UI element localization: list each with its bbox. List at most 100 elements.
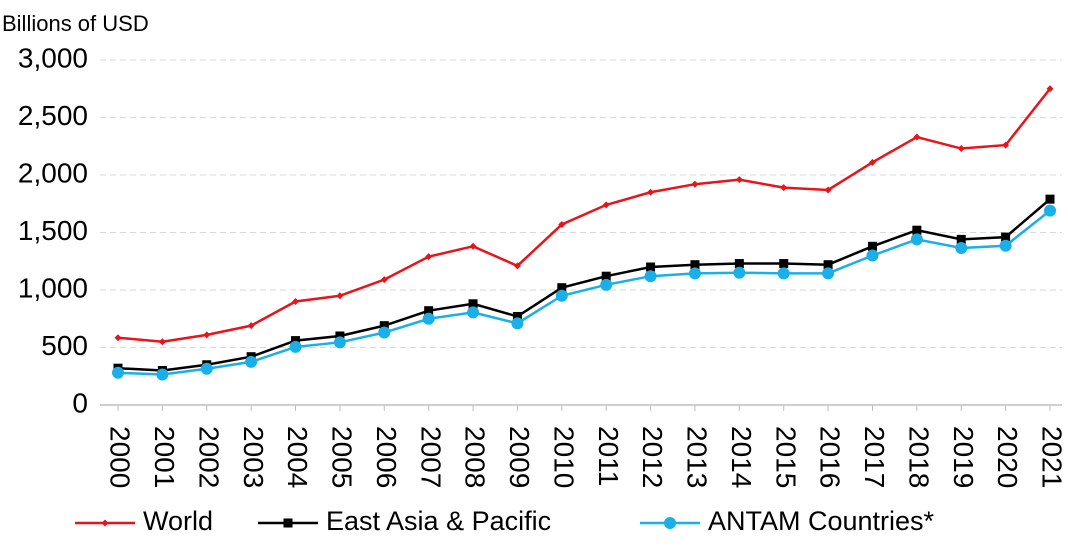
data-point [292,298,300,305]
legend-label: ANTAM Countries* [708,506,935,536]
legend-marker [283,518,293,528]
data-point [646,262,656,272]
data-point [512,311,522,321]
data-point [555,289,568,302]
data-point [999,239,1012,252]
x-tick-label: 2015 [770,426,801,488]
x-tick-label: 2014 [726,426,757,488]
data-point [112,366,124,379]
data-point [114,334,122,342]
x-tick-label: 2004 [282,426,313,488]
data-point [158,338,166,346]
data-point [335,331,345,341]
x-tick-label: 2000 [105,426,136,488]
data-point [378,326,391,339]
y-tick-label: 3,000 [18,42,88,73]
data-point [822,267,835,280]
x-tick-label: 2013 [682,426,713,488]
y-tick-label: 1,000 [18,272,88,303]
x-tick-label: 2019 [948,426,979,488]
x-tick-label: 2002 [193,426,224,488]
x-tick-label: 2009 [504,426,535,488]
x-tick-label: 2018 [903,426,934,488]
data-point [779,259,789,269]
x-tick-label: 2012 [637,426,668,488]
x-tick-label: 2007 [415,426,446,488]
y-tick-label: 1,500 [18,215,88,246]
x-tick-label: 2017 [859,426,890,488]
data-point [688,267,701,280]
y-tick-label: 0 [72,387,88,418]
x-tick-label: 2020 [992,426,1023,488]
x-tick-label: 2001 [149,426,180,488]
data-point [690,260,700,270]
data-point [867,241,877,251]
data-point [644,270,657,283]
data-point [910,233,923,246]
data-point [379,321,389,331]
data-point [289,340,302,353]
data-point [156,368,169,381]
data-point [1045,194,1055,204]
x-tick-label: 2005 [327,426,358,488]
x-tick-label: 2008 [460,426,491,488]
data-point [956,234,966,244]
x-tick-label: 2006 [371,426,402,488]
data-point [1002,141,1010,149]
data-point [955,242,968,255]
y-tick-label: 500 [41,330,88,361]
data-point [467,306,480,319]
data-point [380,276,388,284]
data-point [557,283,567,293]
legend-label: East Asia & Pacific [326,506,551,536]
data-point [336,292,344,300]
x-tick-label: 2010 [548,426,579,488]
data-point [913,133,921,141]
data-point [200,362,213,375]
data-point [601,271,611,281]
data-point [558,220,566,228]
data-point [1044,204,1056,217]
data-point [422,312,435,325]
series-line [117,209,1051,376]
series-line [117,87,1051,344]
data-point [957,145,965,153]
data-point [291,336,301,346]
data-point [468,299,478,309]
x-tick-label: 2016 [815,426,846,488]
legend-marker [664,517,676,529]
data-point [469,242,477,250]
y-axis-label: Billions of USD [2,11,149,36]
x-tick-label: 2003 [238,426,269,488]
data-point [734,259,744,269]
data-point [1046,85,1054,93]
data-point [511,317,524,330]
data-point [203,331,211,339]
data-point [602,201,610,209]
data-point [647,188,655,196]
data-point [1001,232,1011,242]
data-point [247,322,255,330]
data-point [513,262,521,270]
data-point [691,180,699,188]
legend-label: World [143,506,213,536]
data-point [824,186,832,194]
x-tick-label: 2021 [1037,426,1068,488]
data-point [735,176,743,184]
data-point [245,355,258,368]
y-tick-label: 2,000 [18,157,88,188]
data-point [780,184,788,192]
x-tick-label: 2011 [593,426,624,486]
data-point [777,267,790,280]
y-tick-label: 2,500 [18,100,88,131]
data-point [424,306,434,316]
data-point [733,266,746,279]
data-point [866,249,879,262]
data-point [425,253,433,261]
data-point [912,225,922,235]
data-point [868,158,876,166]
data-point [600,278,613,291]
data-point [333,336,346,349]
legend-marker [101,519,109,527]
